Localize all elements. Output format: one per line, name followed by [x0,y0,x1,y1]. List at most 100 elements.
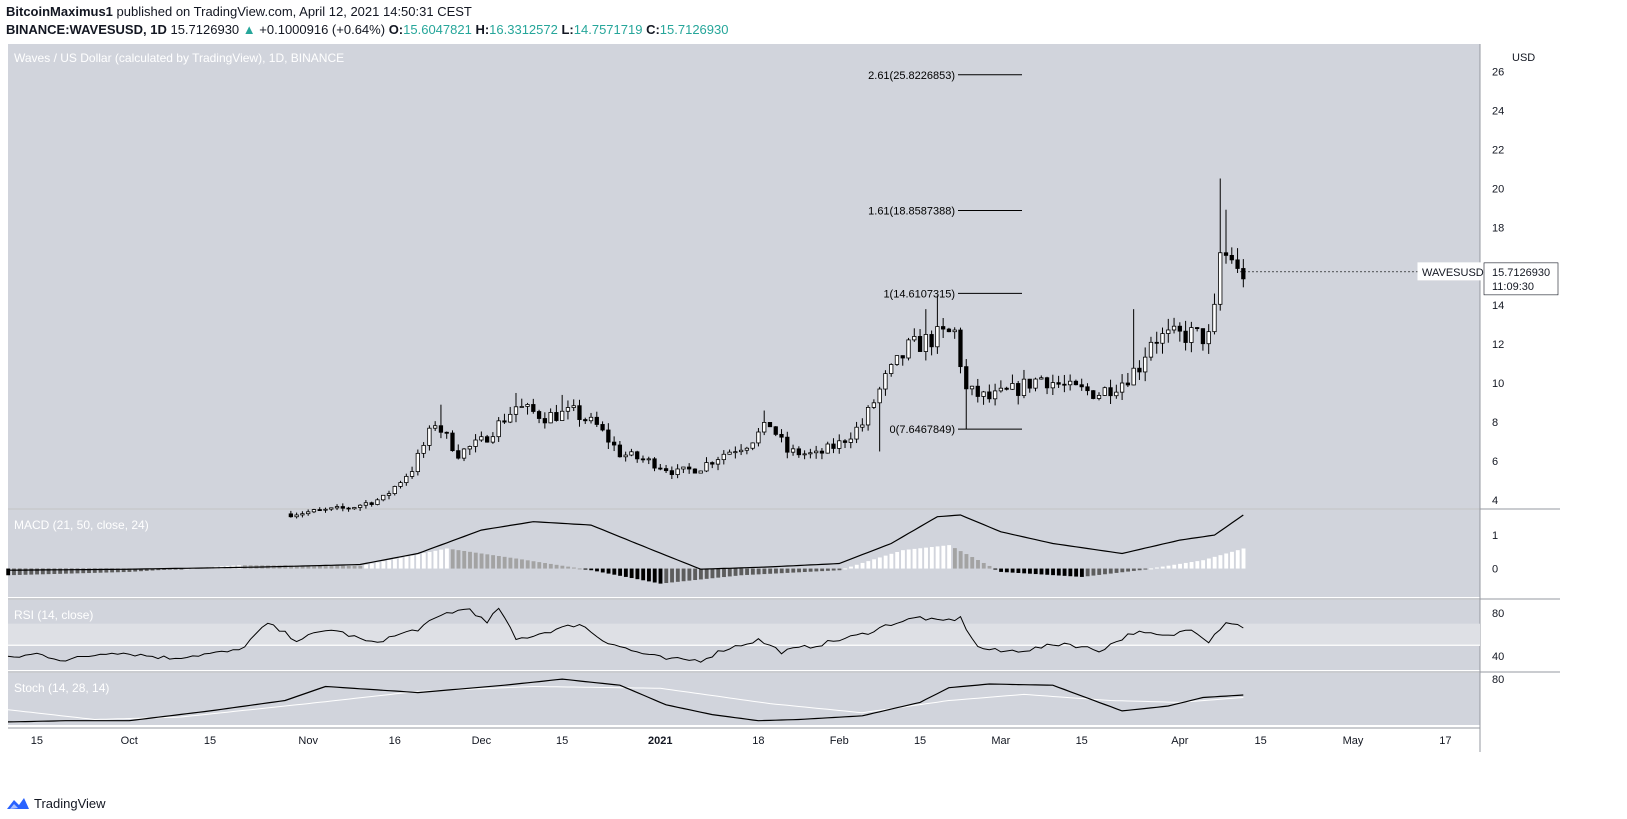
candle-up [386,493,392,496]
candle-down [796,448,801,456]
macd-histogram-bar [323,565,328,569]
macd-histogram-bar [1004,568,1009,573]
time-tick-label: May [1343,735,1364,747]
macd-histogram-bar [514,558,519,569]
candle-down [369,502,374,505]
macd-histogram-bar [814,568,819,572]
macd-histogram-bar [502,556,507,569]
tradingview-logo[interactable]: TradingView [6,793,106,813]
macd-histogram-bar [393,558,397,569]
macd-histogram-bar [571,567,576,569]
author-name[interactable]: BitcoinMaximus1 [6,4,113,19]
macd-histogram-bar [935,546,940,569]
macd-histogram-bar [456,550,461,569]
time-tick-label: 15 [914,735,926,747]
candle-up [894,355,900,365]
candle-down [456,450,461,459]
candle-up [969,385,975,390]
macd-histogram-bar [329,565,334,569]
macd-histogram-bar [797,568,801,573]
macd-histogram-bar [548,563,553,569]
candle-down [1195,327,1200,330]
macd-histogram-bar [1137,568,1142,571]
candle-up [848,438,853,443]
macd-histogram-bar [843,568,848,570]
macd-histogram-bar [115,568,120,573]
macd-histogram-bar [520,559,524,569]
macd-histogram-bar [127,568,132,572]
price-badge [1483,262,1559,296]
chart-area[interactable]: Waves / US Dollar (calculated by Trading… [0,0,1627,790]
candle-up [323,508,328,511]
price-tick-label: 8 [1492,417,1498,429]
candle-up [1096,395,1102,399]
tradingview-brand: TradingView [34,795,106,811]
candle-down [536,411,542,419]
macd-title: MACD (21, 50, close, 24) [14,518,149,532]
candle-up [750,442,755,449]
macd-histogram-bar [831,568,836,571]
candle-up [744,447,750,451]
candle-up [790,448,796,453]
candle-up [352,507,357,510]
candle-down [663,468,669,472]
macd-histogram-bar [1062,568,1067,576]
macd-histogram-bar [739,568,744,576]
candle-up [300,513,305,516]
time-tick-label: 16 [389,735,401,747]
candle-up [513,406,519,415]
candle-up [935,326,940,348]
macd-histogram-bar [1045,568,1050,575]
macd-histogram-bar [906,549,911,569]
candle-up [467,446,472,450]
macd-histogram-bar [993,568,998,570]
candle-up [889,364,894,374]
macd-histogram-bar [849,566,853,569]
candle-up [906,339,911,359]
macd-histogram-bar [144,568,149,571]
macd-histogram-bar [664,568,669,584]
candle-down [917,336,923,352]
candle-up [1212,303,1217,333]
macd-histogram-bar [1218,555,1223,569]
macd-histogram-bar [1039,568,1044,575]
candle-down [617,444,623,458]
macd-histogram-bar [918,548,923,569]
macd-histogram-bar [1056,568,1061,576]
macd-histogram-bar [929,547,934,569]
candle-up [721,453,726,461]
macd-histogram-bar [952,548,957,569]
candle-up [1171,325,1177,331]
macd-histogram-bar [895,551,900,569]
macd-histogram-bar [589,568,594,571]
candle-up [992,390,998,400]
macd-histogram-bar [29,568,34,575]
macd-histogram-bar [491,555,496,569]
macd-histogram-bar [779,568,784,574]
candle-up [1010,383,1015,390]
macd-histogram-bar [525,560,530,569]
time-tick-label: Apr [1171,735,1188,747]
macd-tick-label: 0 [1492,564,1498,576]
macd-histogram-bar [1224,553,1229,569]
candle-up [837,440,842,449]
macd-histogram-bar [81,568,86,574]
candle-down [1177,325,1182,332]
price-badge-countdown: 11:09:30 [1492,281,1534,293]
open-label: O: [388,22,404,37]
candle-up [1050,382,1055,389]
candle-down [594,416,599,425]
candle-up [519,406,524,408]
macd-histogram-bar [341,565,345,569]
fib-level-label: 1(14.6107315) [883,288,955,300]
candle-up [1102,387,1107,396]
candle-down [1200,328,1206,345]
macd-histogram-bar [369,563,374,569]
time-tick-label: 15 [204,735,216,747]
candle-down [1085,386,1090,392]
stoch-k-line [7,678,1244,723]
macd-histogram-bar [1195,561,1200,569]
candle-down [635,451,640,460]
candle-up [415,452,420,473]
macd-histogram-bar [1033,568,1038,575]
